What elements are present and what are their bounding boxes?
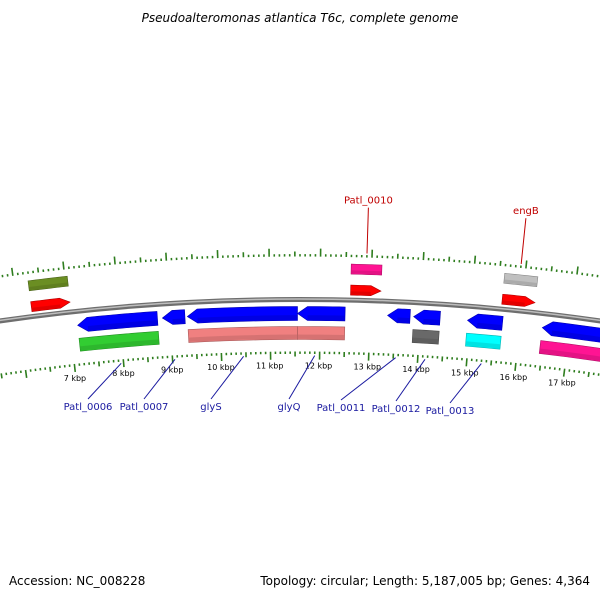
gene-feature-shade: [476, 322, 503, 330]
gene-feature-shade: [197, 315, 298, 323]
scale-tick-label: 16 kbp: [500, 373, 528, 382]
label-leader-line: [366, 207, 369, 254]
gene-feature-shade: [188, 334, 298, 342]
label-leader-line: [340, 357, 396, 401]
gene-feature-f6[interactable]: [501, 293, 536, 307]
scale-tick: [122, 359, 125, 368]
label-leader-line: [210, 355, 244, 400]
scale-tick: [62, 261, 65, 270]
gene-feature-f19[interactable]: [541, 321, 600, 347]
scale-tick: [0, 373, 3, 379]
gene-label[interactable]: glyQ: [278, 402, 301, 413]
scale-tick: [73, 363, 77, 373]
label-leader-line: [449, 363, 482, 404]
scale-tick-label: 13 kbp: [354, 363, 382, 372]
map-title: Pseudoalteromonas atlantica T6c, complet…: [142, 11, 459, 25]
scale-tick: [562, 368, 566, 377]
gene-feature-f11[interactable]: [187, 326, 298, 343]
scale-tick-label: 7 kbp: [64, 374, 86, 383]
gene-label[interactable]: Patl_0006: [64, 402, 113, 413]
genome-summary-text: Topology: circular; Length: 5,187,005 bp…: [260, 574, 590, 588]
gene-feature-f17[interactable]: [467, 313, 504, 331]
scale-tick: [10, 267, 14, 276]
gene-feature-f13[interactable]: [297, 326, 346, 341]
gene-feature-f9[interactable]: [161, 309, 186, 325]
label-leader-line: [395, 359, 426, 402]
genome-backbone: [0, 297, 600, 324]
scale-tick: [538, 365, 542, 371]
gene-feature-f5[interactable]: [503, 273, 539, 288]
gene-feature-f7[interactable]: [77, 311, 159, 332]
gene-feature-shade: [297, 334, 345, 340]
scale-tick: [525, 260, 528, 269]
scale-tick-label: 12 kbp: [305, 362, 333, 371]
gene-feature-shade: [87, 320, 158, 331]
scale-tick-label: 15 kbp: [451, 368, 479, 377]
gene-feature-shade: [423, 318, 440, 325]
gene-feature-shade: [397, 317, 410, 323]
gene-feature-f1[interactable]: [27, 275, 69, 292]
gene-feature-shade: [412, 337, 439, 344]
scale-tick: [24, 369, 28, 378]
scale-tick: [514, 362, 517, 371]
scale-tick-label: 17 kbp: [548, 379, 576, 388]
scale-tick-label: 11 kbp: [256, 362, 284, 371]
gene-feature-f16[interactable]: [411, 329, 440, 345]
scale-tick: [49, 366, 52, 372]
gene-label[interactable]: Patl_0010: [344, 196, 393, 207]
gene-label[interactable]: glyS: [200, 402, 221, 413]
gene-label[interactable]: Patl_0013: [426, 406, 475, 417]
gene-feature-shade: [28, 282, 69, 291]
gene-feature-shade: [539, 348, 600, 361]
gene-label[interactable]: Patl_0011: [317, 403, 366, 414]
label-leader-line: [520, 218, 527, 264]
gene-feature-f3[interactable]: [350, 263, 383, 276]
scale-tick-label: 14 kbp: [402, 365, 430, 374]
gene-feature-shade: [79, 339, 160, 351]
backbone-highlight: [0, 298, 600, 322]
gene-feature-f4[interactable]: [350, 284, 382, 296]
gene-feature-shade: [551, 330, 600, 342]
gene-feature-f20[interactable]: [538, 340, 600, 366]
scale-tick: [576, 266, 579, 275]
gene-feature-shade: [351, 270, 382, 275]
gene-feature-shade: [465, 341, 501, 349]
scale-tick-label: 8 kbp: [112, 369, 134, 378]
gene-feature-shade: [31, 304, 61, 312]
scale-tick: [550, 266, 553, 272]
scale-tick-label: 9 kbp: [161, 366, 183, 375]
scale-tick-label: 10 kbp: [207, 363, 235, 372]
gene-feature-shade: [307, 315, 346, 321]
gene-feature-f10[interactable]: [186, 306, 298, 324]
gene-feature-f18[interactable]: [465, 332, 502, 350]
gene-feature-f14[interactable]: [387, 308, 411, 324]
gene-feature-f8[interactable]: [78, 331, 160, 352]
scale-tick: [473, 255, 477, 264]
gene-feature-shade: [172, 318, 186, 324]
gene-label[interactable]: engB: [513, 206, 539, 217]
scale-tick: [587, 371, 590, 378]
scale-ticks: 7 kbp 8 kbp 9 kbp 10 kbp 11 kbp 12 kbp 13 kbp 1…: [0, 248, 600, 388]
accession-text: Accession: NC_008228: [9, 574, 146, 588]
scale-tick: [465, 358, 468, 367]
gene-labels: Patl_0010 engB Patl_0006 Patl_0007 glyS glyQ P…: [64, 196, 539, 417]
gene-features: [27, 263, 600, 366]
label-leader-line: [87, 362, 122, 400]
label-leader-line: [288, 355, 316, 400]
gene-feature-f2[interactable]: [30, 297, 71, 312]
gene-feature-shade: [501, 300, 525, 306]
scale-tick: [36, 267, 40, 273]
gene-label[interactable]: Patl_0007: [120, 402, 169, 413]
gene-feature-shade: [503, 279, 538, 287]
gene-feature-f15[interactable]: [413, 309, 441, 326]
label-leader-line: [143, 358, 176, 400]
gene-label[interactable]: Patl_0012: [372, 404, 421, 415]
scale-tick: [113, 256, 116, 265]
gene-feature-f12[interactable]: [296, 306, 346, 322]
gene-feature-shade: [350, 291, 371, 296]
